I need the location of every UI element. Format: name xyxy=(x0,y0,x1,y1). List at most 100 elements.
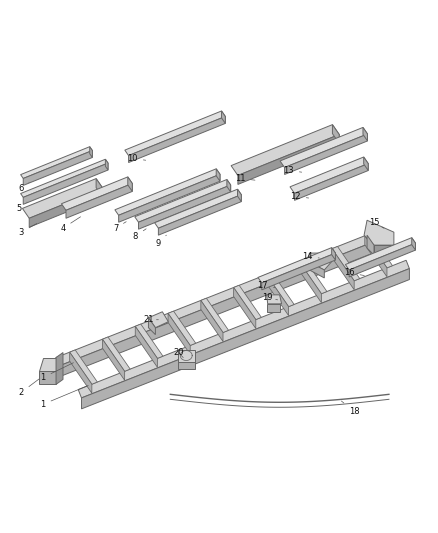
Polygon shape xyxy=(148,318,155,335)
Text: 18: 18 xyxy=(341,401,360,416)
Text: 20: 20 xyxy=(173,348,184,358)
Polygon shape xyxy=(61,177,132,211)
Polygon shape xyxy=(106,159,108,170)
Polygon shape xyxy=(267,295,282,304)
Polygon shape xyxy=(266,274,289,316)
Polygon shape xyxy=(23,163,108,204)
Polygon shape xyxy=(70,352,92,393)
Polygon shape xyxy=(178,362,195,369)
Text: 9: 9 xyxy=(156,235,166,248)
Polygon shape xyxy=(56,228,387,366)
Text: 2: 2 xyxy=(19,379,39,397)
Polygon shape xyxy=(159,195,241,235)
Text: 11: 11 xyxy=(235,174,255,183)
Polygon shape xyxy=(299,260,327,294)
Polygon shape xyxy=(56,352,63,384)
Polygon shape xyxy=(21,147,92,179)
Polygon shape xyxy=(135,180,231,222)
Text: 14: 14 xyxy=(302,252,319,261)
Polygon shape xyxy=(135,324,163,358)
Polygon shape xyxy=(267,304,279,312)
Polygon shape xyxy=(59,237,387,377)
Polygon shape xyxy=(285,134,367,174)
Polygon shape xyxy=(374,245,394,255)
Polygon shape xyxy=(81,269,410,409)
Polygon shape xyxy=(233,287,256,328)
Polygon shape xyxy=(155,189,241,228)
Polygon shape xyxy=(78,260,410,398)
Polygon shape xyxy=(332,125,339,143)
Polygon shape xyxy=(309,262,324,278)
Polygon shape xyxy=(332,249,354,290)
Polygon shape xyxy=(332,248,336,260)
Text: 6: 6 xyxy=(18,182,29,193)
Polygon shape xyxy=(365,233,392,268)
Polygon shape xyxy=(135,326,157,367)
Polygon shape xyxy=(125,111,225,156)
Text: 15: 15 xyxy=(369,218,384,228)
Polygon shape xyxy=(349,243,416,277)
Polygon shape xyxy=(367,235,374,255)
Polygon shape xyxy=(231,125,339,175)
Polygon shape xyxy=(238,134,339,184)
Text: 16: 16 xyxy=(344,269,364,278)
Polygon shape xyxy=(262,253,336,290)
Polygon shape xyxy=(90,147,92,157)
Polygon shape xyxy=(115,169,220,215)
Polygon shape xyxy=(299,262,321,303)
Polygon shape xyxy=(294,164,368,200)
Text: 19: 19 xyxy=(262,293,278,302)
Polygon shape xyxy=(365,236,387,277)
Text: 10: 10 xyxy=(127,154,146,163)
Text: 1: 1 xyxy=(40,363,74,382)
Polygon shape xyxy=(21,159,108,197)
Polygon shape xyxy=(56,358,59,377)
Polygon shape xyxy=(364,157,368,171)
Polygon shape xyxy=(290,157,368,193)
Polygon shape xyxy=(307,253,331,270)
Polygon shape xyxy=(119,174,220,222)
Text: 21: 21 xyxy=(143,315,159,324)
Text: 13: 13 xyxy=(283,166,302,175)
Polygon shape xyxy=(138,185,231,229)
Polygon shape xyxy=(39,372,56,384)
Polygon shape xyxy=(128,177,132,191)
Polygon shape xyxy=(96,179,103,197)
Polygon shape xyxy=(227,180,231,192)
Text: 8: 8 xyxy=(133,229,146,241)
Polygon shape xyxy=(29,189,103,227)
Polygon shape xyxy=(23,150,92,185)
Polygon shape xyxy=(22,179,103,218)
Polygon shape xyxy=(280,127,367,167)
Polygon shape xyxy=(70,350,97,384)
Polygon shape xyxy=(39,358,56,372)
Polygon shape xyxy=(266,272,294,306)
Text: 12: 12 xyxy=(290,192,309,201)
Text: 4: 4 xyxy=(60,217,81,233)
Text: 5: 5 xyxy=(17,202,27,213)
Polygon shape xyxy=(364,220,394,245)
Polygon shape xyxy=(178,350,195,362)
Polygon shape xyxy=(346,238,416,270)
Polygon shape xyxy=(168,313,190,354)
Polygon shape xyxy=(102,337,130,372)
Polygon shape xyxy=(258,248,336,283)
Polygon shape xyxy=(237,189,241,201)
Polygon shape xyxy=(363,127,367,141)
Text: 17: 17 xyxy=(258,281,275,290)
Polygon shape xyxy=(332,246,360,281)
Polygon shape xyxy=(201,301,223,342)
Polygon shape xyxy=(201,298,229,333)
Polygon shape xyxy=(168,311,196,345)
Text: 1: 1 xyxy=(40,385,88,409)
Text: 3: 3 xyxy=(18,223,37,237)
Polygon shape xyxy=(102,339,125,380)
Polygon shape xyxy=(66,183,132,218)
Polygon shape xyxy=(233,285,261,320)
Polygon shape xyxy=(412,238,416,250)
Polygon shape xyxy=(129,116,225,163)
Text: 7: 7 xyxy=(113,222,126,233)
Polygon shape xyxy=(148,312,168,328)
Polygon shape xyxy=(222,111,225,124)
Polygon shape xyxy=(216,169,220,181)
